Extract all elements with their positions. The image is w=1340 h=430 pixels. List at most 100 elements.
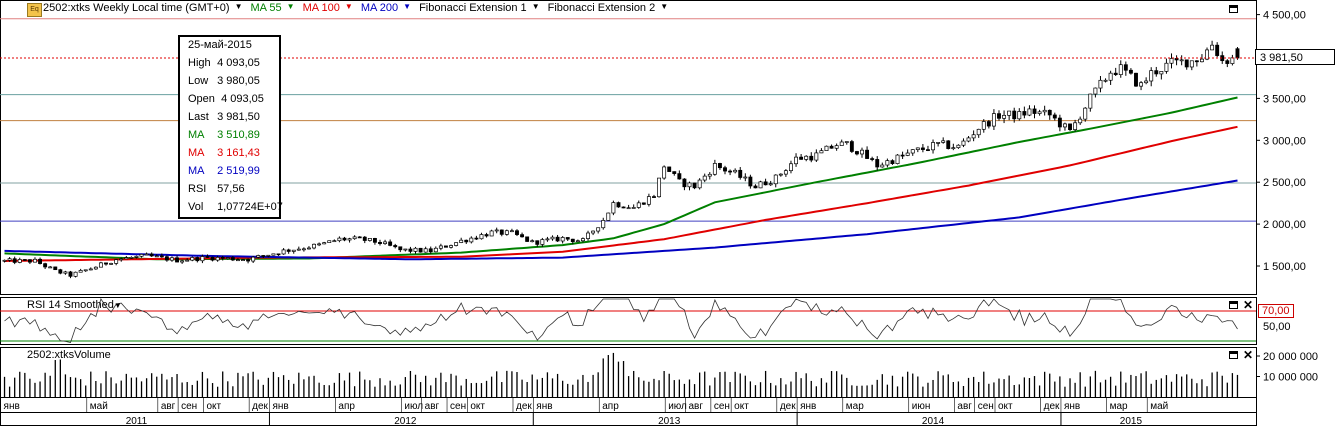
month-label: янв <box>4 401 20 412</box>
candle-body <box>601 220 606 229</box>
candle-body <box>175 257 179 263</box>
candle-body <box>1134 72 1138 87</box>
year-label: 2011 <box>126 416 148 427</box>
candle-body <box>195 257 200 262</box>
candle-body <box>773 174 778 185</box>
rsi-close-icon[interactable]: ✕ <box>1243 298 1254 312</box>
candle-body <box>839 141 844 146</box>
candle-body <box>256 255 261 258</box>
candle-body <box>854 151 859 155</box>
candle-body <box>575 240 580 243</box>
indicator-fib2-label[interactable]: Fibonacci Extension 2 <box>547 2 656 14</box>
price-tick-label: 3 000,00 <box>1263 135 1306 147</box>
candle-body <box>1113 72 1118 76</box>
symbol-dropdown-icon[interactable]: ▼ <box>234 2 243 11</box>
candle-body <box>834 145 839 149</box>
candle-body <box>1068 123 1072 131</box>
indicator-ma100-label[interactable]: MA 100 <box>302 2 340 14</box>
price-tick-label: 2 500,00 <box>1263 177 1306 189</box>
candle-body <box>509 230 514 233</box>
candle-body <box>210 256 215 261</box>
candle-body <box>991 113 996 127</box>
volume-tick-label: 20 000 000 <box>1263 351 1318 363</box>
candle-body <box>241 259 245 262</box>
candle-body <box>43 263 48 268</box>
candle-body <box>180 260 185 263</box>
month-label: июл <box>404 401 423 412</box>
candle-body <box>489 230 494 237</box>
volume-panel-title[interactable]: 2502:xtksVolume <box>27 349 111 361</box>
month-label: июн <box>912 401 931 412</box>
month-label: сен <box>978 401 994 412</box>
x-axis-frame <box>0 397 1257 426</box>
price-maximize-icon[interactable] <box>1229 5 1238 13</box>
month-label: дек <box>252 401 268 412</box>
fib2-dropdown-icon[interactable]: ▼ <box>660 2 669 11</box>
candle-body <box>119 258 124 261</box>
ma200-dropdown-icon[interactable]: ▼ <box>403 2 412 11</box>
candle-body <box>717 163 722 169</box>
volume-close-icon[interactable]: ✕ <box>1243 348 1254 362</box>
candle-body <box>1164 62 1169 72</box>
candle-body <box>1002 114 1007 119</box>
month-label: мар <box>1110 401 1128 412</box>
ma100-dropdown-icon[interactable]: ▼ <box>344 2 353 11</box>
candle-body <box>1078 118 1083 124</box>
candle-body <box>88 268 93 271</box>
candle-body <box>499 229 504 235</box>
candle-body <box>1052 114 1057 119</box>
volume-maximize-icon[interactable] <box>1229 351 1238 359</box>
symbol-title[interactable]: 2502:xtks Weekly Local time (GMT+0) <box>43 2 230 14</box>
candle-body <box>677 173 682 180</box>
candle-body <box>423 248 428 253</box>
info-row: Open 4 093,05 <box>188 93 264 107</box>
candle-body <box>743 176 748 179</box>
candle-body <box>971 134 976 139</box>
candle-body <box>12 258 17 263</box>
candle-body <box>606 212 611 221</box>
candle-body <box>464 239 469 243</box>
volume-panel-frame <box>0 347 1257 398</box>
candle-body <box>723 167 727 172</box>
candle-body <box>444 245 448 248</box>
year-label: 2014 <box>922 416 945 427</box>
candle-body <box>388 241 393 246</box>
month-label: мар <box>846 401 864 412</box>
indicator-fib1-label[interactable]: Fibonacci Extension 1 <box>419 2 527 14</box>
indicator-ma200-label[interactable]: MA 200 <box>360 2 399 14</box>
candle-body <box>1108 72 1113 81</box>
indicator-ma55-label[interactable]: MA 55 <box>250 2 282 14</box>
candle-body <box>966 137 971 142</box>
info-value: 4 093,05 <box>217 57 260 69</box>
candle-body <box>809 155 814 161</box>
candle-body <box>758 181 763 189</box>
month-label: окт <box>206 401 221 412</box>
rsi-maximize-icon[interactable] <box>1229 301 1238 309</box>
candle-body <box>778 173 783 176</box>
candle-body <box>799 156 804 160</box>
candle-body <box>296 248 301 251</box>
candle-body <box>941 140 946 143</box>
candle-body <box>641 202 646 205</box>
ma200-line <box>4 179 1238 261</box>
fib1-dropdown-icon[interactable]: ▼ <box>531 2 540 11</box>
info-value: 3 980,05 <box>217 75 260 87</box>
rsi-panel-title[interactable]: RSI 14 Smoothed▼ <box>27 299 122 311</box>
candle-body <box>926 149 930 151</box>
info-value: 1,07724E+07 <box>217 201 283 213</box>
candle-body <box>733 169 738 173</box>
month-label: авг <box>425 401 440 412</box>
candle-body <box>68 271 73 277</box>
year-label: 2012 <box>394 416 417 427</box>
candle-body <box>768 183 773 186</box>
ma55-dropdown-icon[interactable]: ▼ <box>286 2 295 11</box>
candle-body <box>474 237 479 240</box>
candle-body <box>753 185 758 189</box>
candle-body <box>1073 122 1078 131</box>
candle-body <box>920 147 925 150</box>
month-label: окт <box>998 401 1013 412</box>
info-label: Low <box>188 75 209 87</box>
candle-body <box>1169 58 1174 64</box>
candle-body <box>383 241 388 244</box>
candle-body <box>824 145 829 151</box>
